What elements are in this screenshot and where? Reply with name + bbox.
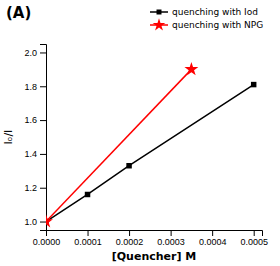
tick-mark bbox=[40, 120, 46, 121]
tick: 0.0002 bbox=[116, 230, 144, 247]
tick-label: 2.0 bbox=[24, 48, 37, 58]
axis-line bbox=[47, 231, 263, 237]
tick: 2.0 bbox=[24, 48, 46, 58]
tick-mark bbox=[40, 52, 46, 53]
legend-item: quenching with NPG bbox=[150, 18, 263, 30]
legend-label: quenching with Iod bbox=[172, 7, 258, 17]
point bbox=[184, 62, 198, 75]
tick: 0.0000 bbox=[33, 230, 61, 247]
tick: 0.0005 bbox=[240, 230, 268, 247]
tick-mark bbox=[40, 86, 46, 87]
tick-mark bbox=[212, 230, 213, 236]
y-axis-title: Iₒ/I bbox=[2, 130, 15, 145]
tick: 0.0003 bbox=[157, 230, 185, 247]
point bbox=[251, 82, 256, 87]
x-axis: 0.0000 0.0001 0.0002 0.0003 0.0004 0.0005 bbox=[33, 230, 268, 247]
tick-label: 1.0 bbox=[24, 217, 37, 227]
tick-mark bbox=[129, 230, 130, 236]
tick-mark bbox=[88, 230, 89, 236]
axis-line bbox=[40, 45, 47, 231]
tick: 1.8 bbox=[24, 82, 46, 92]
tick-label: 0.0002 bbox=[116, 237, 144, 247]
y-axis: 1.0 1.2 1.4 1.6 1.8 2.0 bbox=[24, 45, 46, 231]
tick-label: 0.0005 bbox=[240, 237, 268, 247]
tick-label: 0.0003 bbox=[157, 237, 185, 247]
tick: 1.2 bbox=[24, 183, 46, 193]
tick-label: 0.0004 bbox=[199, 237, 227, 247]
plot: 0.00000.00010.00020.00030.00040.00051.01… bbox=[24, 45, 267, 248]
legend-symbol bbox=[157, 10, 162, 15]
tick-mark bbox=[254, 230, 255, 236]
tick-label: 1.6 bbox=[24, 115, 37, 125]
tick: 1.4 bbox=[24, 149, 46, 159]
data bbox=[46, 62, 256, 227]
tick: 0.0004 bbox=[199, 230, 227, 247]
tick: 1.0 bbox=[24, 217, 46, 227]
chart: 0.00000.00010.00020.00030.00040.00051.01… bbox=[0, 0, 280, 266]
tick-mark bbox=[40, 154, 46, 155]
tick: 0.0001 bbox=[74, 230, 102, 247]
title: (A) bbox=[6, 4, 31, 22]
point bbox=[85, 192, 90, 197]
tick: 1.6 bbox=[24, 115, 46, 125]
series-line bbox=[46, 85, 254, 222]
tick-label: 1.4 bbox=[24, 149, 37, 159]
tick-label: 0.0000 bbox=[33, 237, 61, 247]
legend-item: quenching with Iod bbox=[150, 7, 258, 17]
tick-label: 0.0001 bbox=[74, 237, 102, 247]
point bbox=[126, 163, 131, 168]
tick-label: 1.2 bbox=[24, 183, 37, 193]
legend-symbol bbox=[153, 18, 166, 30]
tick-mark bbox=[40, 188, 46, 189]
tick-label: 1.8 bbox=[24, 82, 37, 92]
tick-mark bbox=[40, 222, 46, 223]
tick-mark bbox=[171, 230, 172, 236]
legend: quenching with Iod quenching with NPG bbox=[150, 7, 263, 30]
point bbox=[46, 214, 53, 227]
series-line bbox=[46, 69, 191, 221]
legend-label: quenching with NPG bbox=[172, 20, 263, 30]
x-axis-title: [Quencher] M bbox=[112, 250, 197, 263]
